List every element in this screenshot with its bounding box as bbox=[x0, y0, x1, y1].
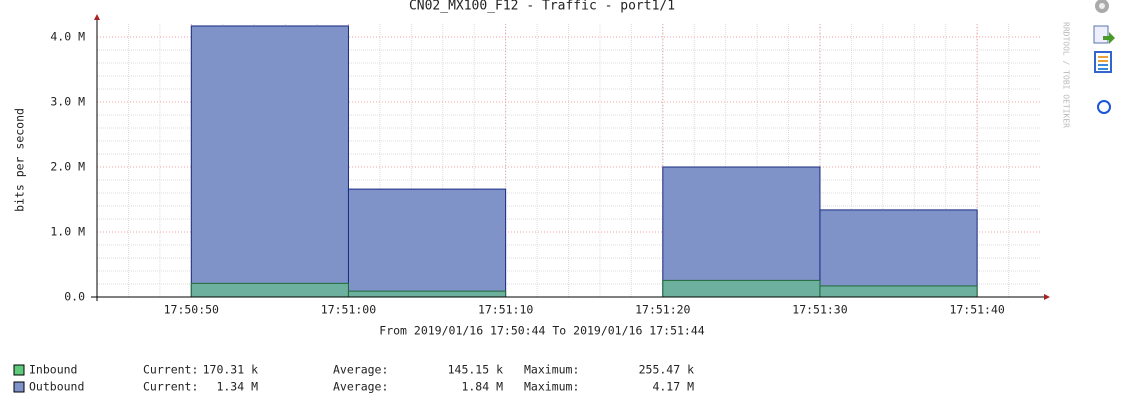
area-step bbox=[347, 290, 507, 298]
y-axis-label: bits per second bbox=[13, 108, 27, 212]
area-step bbox=[662, 166, 821, 298]
x-tick-label: 17:51:30 bbox=[792, 303, 847, 317]
icon-settings[interactable] bbox=[1095, 0, 1109, 13]
legend-swatch bbox=[13, 364, 25, 376]
y-tick-label: 0.0 bbox=[64, 290, 85, 304]
legend: Inbound Current: 170.31 k Average: 145.15 k M… bbox=[13, 363, 694, 394]
y-tick-label: 4.0 M bbox=[50, 30, 85, 44]
y-tick-label: 1.0 M bbox=[50, 225, 85, 239]
legend-stat-label: Current: bbox=[143, 380, 198, 394]
x-tick-label: 17:51:20 bbox=[635, 303, 690, 317]
legend-stat-value: 170.31 k bbox=[203, 363, 258, 377]
area-step bbox=[819, 209, 978, 298]
legend-label: Outbound bbox=[29, 380, 84, 394]
legend-stat-label: Average: bbox=[333, 380, 388, 394]
area-step bbox=[662, 279, 821, 298]
area-step bbox=[190, 25, 349, 298]
area-step bbox=[347, 188, 507, 298]
legend-stat-value: 255.47 k bbox=[639, 363, 694, 377]
area-step bbox=[190, 282, 349, 298]
x-tick-label: 17:51:00 bbox=[321, 303, 376, 317]
x-axis-label: From 2019/01/16 17:50:44 To 2019/01/16 1… bbox=[379, 324, 704, 338]
chart-title: CN02_MX100_F12 - Traffic - port1/1 bbox=[409, 0, 675, 14]
legend-stat-label: Current: bbox=[143, 363, 198, 377]
legend-stat-label: Average: bbox=[333, 363, 388, 377]
legend-label: Inbound bbox=[29, 363, 77, 377]
legend-swatch bbox=[13, 381, 25, 393]
y-tick-label: 3.0 M bbox=[50, 95, 85, 109]
axes: 0.0 1.0 M 2.0 M 3.0 M 4.0 M 17:50:50 17:51:00 1… bbox=[50, 14, 1050, 317]
legend-stat-value: 4.17 M bbox=[652, 380, 694, 394]
plot bbox=[190, 25, 978, 298]
y-tick-label: 2.0 M bbox=[50, 160, 85, 174]
y-axis-arrow bbox=[94, 14, 100, 20]
icon-properties[interactable] bbox=[1094, 51, 1112, 73]
x-axis-arrow bbox=[1044, 294, 1050, 300]
legend-stat-value: 145.15 k bbox=[448, 363, 503, 377]
x-tick-label: 17:51:10 bbox=[478, 303, 533, 317]
icon-refresh[interactable] bbox=[1097, 100, 1111, 114]
legend-stat-label: Maximum: bbox=[524, 380, 579, 394]
watermark: RRDTOOL / TOBI OETIKER bbox=[1062, 22, 1071, 128]
area-step bbox=[819, 285, 978, 298]
x-tick-label: 17:50:50 bbox=[164, 303, 219, 317]
legend-stat-value: 1.84 M bbox=[461, 380, 503, 394]
icon-export[interactable] bbox=[1093, 25, 1115, 44]
legend-stat-value: 1.34 M bbox=[216, 380, 258, 394]
legend-stat-label: Maximum: bbox=[524, 363, 579, 377]
x-tick-label: 17:51:40 bbox=[949, 303, 1004, 317]
